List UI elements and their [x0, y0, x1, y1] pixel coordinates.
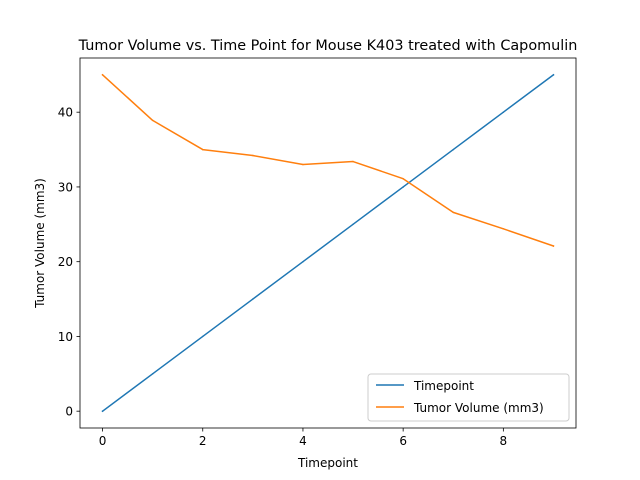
x-tick-label-4: 8: [500, 434, 508, 448]
data-point-0-4: [302, 260, 304, 263]
data-point-0-6: [402, 186, 404, 188]
data-point-0-9: [552, 74, 555, 76]
y-tick-label-3: 30: [58, 180, 73, 194]
data-point-1-2: [202, 148, 204, 151]
legend-label-tumor-volume: Tumor Volume (mm3): [413, 401, 544, 415]
legend: Timepoint Tumor Volume (mm3): [367, 373, 570, 422]
y-tick-label-4: 40: [58, 106, 73, 120]
data-point-1-1: [151, 119, 154, 122]
data-point-0-7: [452, 148, 454, 151]
axes-frame: [79, 57, 577, 429]
x-tick-label-0: 0: [99, 434, 107, 448]
legend-box: [367, 373, 570, 422]
y-tick-label-2: 20: [58, 255, 73, 269]
y-axis-label: Tumor Volume (mm3): [33, 178, 47, 309]
data-point-0-3: [252, 298, 254, 300]
legend-label-timepoint: Timepoint: [413, 379, 474, 393]
y-tick-label-1: 10: [58, 330, 73, 344]
series-line-1: [101, 73, 555, 247]
plot-area: [101, 73, 555, 413]
x-axis-ticks: 0 2 4 6 8: [99, 428, 507, 448]
x-tick-label-3: 6: [399, 434, 407, 448]
data-point-1-6: [402, 177, 404, 180]
y-axis-ticks: 0 10 20 30 40: [58, 106, 80, 419]
x-axis-label: Timepoint: [297, 456, 358, 470]
data-point-0-5: [352, 223, 354, 226]
data-point-1-8: [502, 228, 505, 230]
data-point-0-0: [101, 410, 104, 412]
data-point-0-2: [202, 335, 204, 338]
chart-title: Tumor Volume vs. Time Point for Mouse K4…: [78, 38, 578, 54]
data-point-1-0: [101, 74, 104, 76]
y-tick-label-0: 0: [65, 405, 73, 419]
data-point-0-1: [151, 373, 154, 375]
data-point-1-7: [452, 211, 454, 214]
data-point-1-5: [352, 160, 354, 163]
data-point-1-4: [302, 163, 304, 166]
data-point-1-9: [552, 245, 555, 247]
x-tick-label-2: 4: [299, 434, 307, 448]
x-tick-label-1: 2: [199, 434, 207, 448]
data-point-0-8: [502, 111, 505, 113]
data-point-1-3: [252, 154, 254, 157]
series-line-0: [101, 73, 555, 413]
